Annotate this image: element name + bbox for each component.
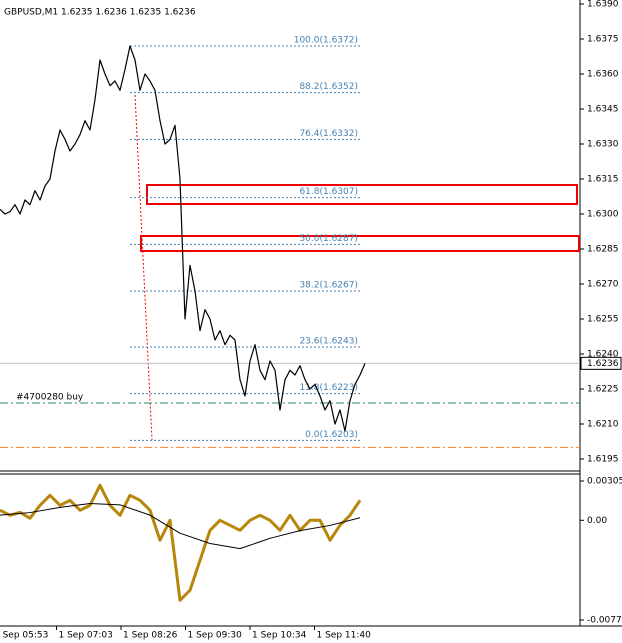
y-tick-label: 0.00 (587, 516, 607, 526)
fib-anchor-line (134, 94, 153, 441)
y-tick-label: 1.6225 (587, 385, 619, 395)
series-line (0, 45, 366, 432)
y-tick-label: 1.6240 (587, 350, 619, 360)
y-tick-label: 1.6330 (587, 140, 619, 150)
fib-label: 23.6(1.6243) (299, 337, 358, 347)
fib-label: 61.8(1.6307) (299, 187, 358, 197)
y-tick-label: 1.6360 (587, 70, 619, 80)
y-tick-label: 1.6285 (587, 245, 619, 255)
fib-label: 88.2(1.6352) (299, 82, 358, 92)
y-tick-label: 1.6300 (587, 210, 619, 220)
x-tick-label: 1 Sep 09:30 (188, 631, 243, 641)
fib-label: 100.0(1.6372) (294, 36, 358, 46)
y-tick-label: -0.00774 (587, 616, 622, 626)
y-tick-label: 1.6255 (587, 315, 619, 325)
chart-title: GBPUSD,M1 1.6235 1.6236 1.6235 1.6236 (4, 8, 196, 18)
fib-label: 11.8(1.6223) (299, 383, 358, 393)
y-tick-label: 1.6390 (587, 0, 619, 10)
fib-label: 0.0(1.6203) (305, 430, 358, 440)
x-tick-label: 1 Sep 07:03 (59, 631, 113, 641)
fib-label: 38.2(1.6267) (299, 281, 358, 291)
x-tick-label: 1 Sep 11:40 (317, 631, 372, 641)
y-tick-label: 1.6270 (587, 280, 619, 290)
current-price-label: 1.6236 (587, 359, 619, 369)
y-tick-label: 1.6210 (587, 420, 619, 430)
y-tick-label: 1.6375 (587, 35, 619, 45)
y-tick-label: 1.6315 (587, 175, 619, 185)
fib-label: 76.4(1.6332) (299, 129, 358, 139)
x-tick-label: 1 Sep 05:53 (0, 631, 48, 641)
series-line (0, 503, 361, 550)
x-tick-label: 1 Sep 10:34 (252, 631, 307, 641)
fib-label: 50.0(1.6287) (299, 234, 358, 244)
highlight-box (140, 235, 580, 252)
x-tick-label: 1 Sep 08:26 (123, 631, 178, 641)
y-tick-label: 0.00305 (587, 477, 622, 487)
y-tick-label: 1.6195 (587, 455, 619, 465)
current-price-box (580, 356, 622, 370)
y-tick-label: 1.6345 (587, 105, 619, 115)
order-label: #4700280 buy (16, 393, 84, 403)
highlight-box (146, 184, 578, 205)
